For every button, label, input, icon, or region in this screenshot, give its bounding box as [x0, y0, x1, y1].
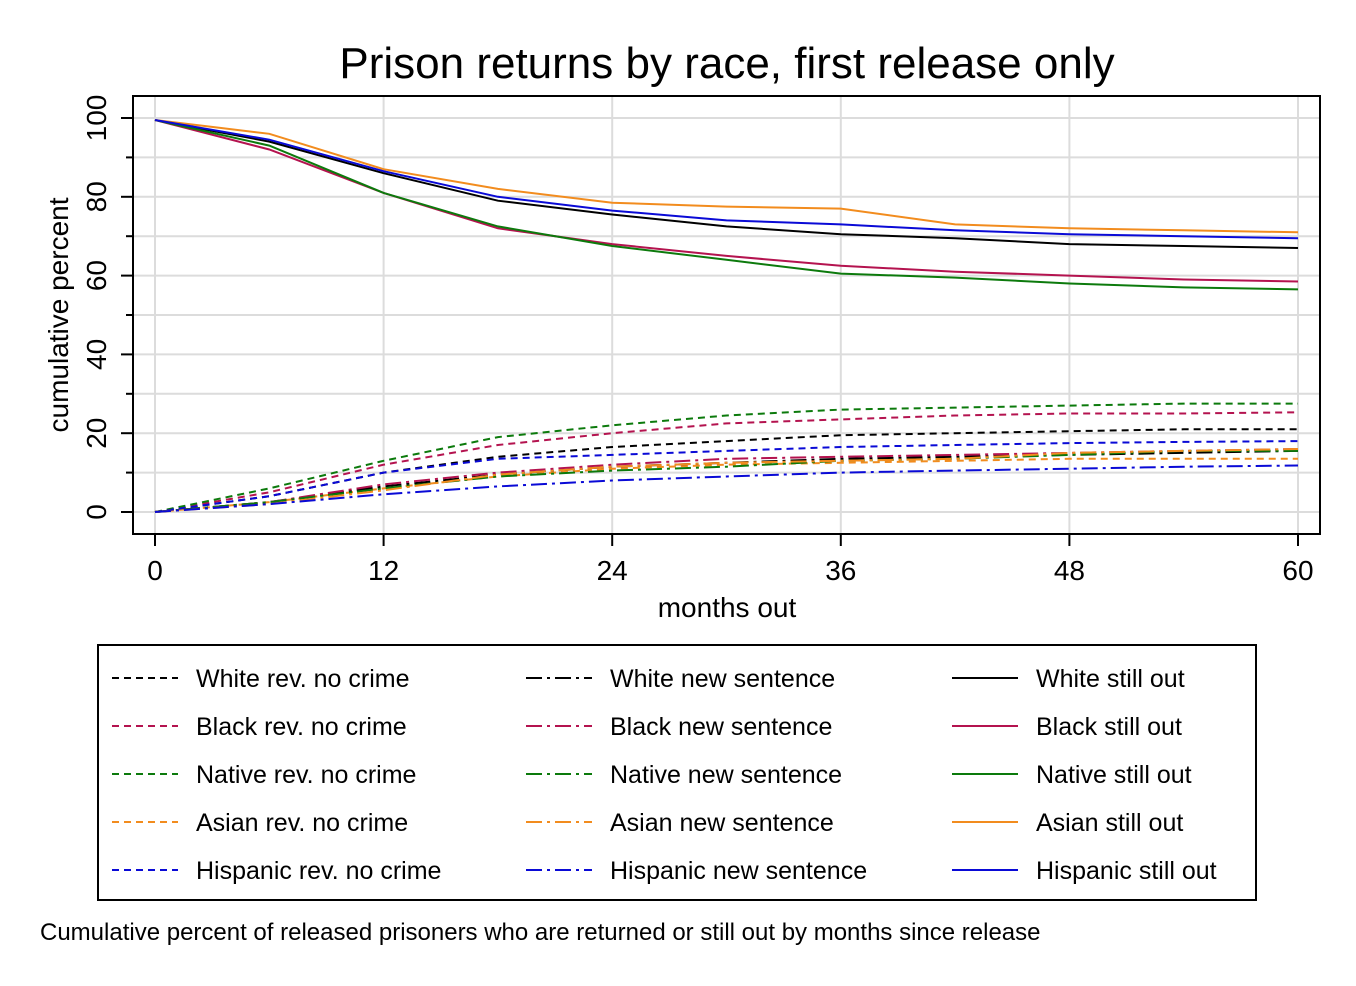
legend-label: Black still out [1036, 713, 1182, 741]
series-line [154, 448, 1299, 513]
legend-box [97, 644, 1257, 901]
legend-label: White rev. no crime [196, 665, 409, 693]
axes: 0 20 40 60 80 100 0 12 24 36 48 60 [81, 95, 1314, 586]
series-line [154, 402, 1298, 513]
legend-label: Hispanic rev. no crime [196, 857, 441, 885]
x-tick-label: 60 [1282, 555, 1313, 586]
y-tick-label: 0 [81, 504, 112, 520]
legend-label: Asian rev. no crime [196, 809, 408, 837]
y-tick-label: 100 [81, 95, 112, 142]
legend-label: White new sentence [610, 665, 835, 693]
x-tick-label: 12 [368, 555, 399, 586]
legend-label: Black new sentence [610, 713, 832, 741]
chart-title: Prison returns by race, first release on… [339, 39, 1114, 88]
series-line [154, 448, 1299, 513]
x-axis-label: months out [658, 592, 797, 623]
chart-note: Cumulative percent of released prisoners… [40, 919, 1041, 946]
series-line [154, 457, 1298, 513]
series-line [154, 119, 1299, 283]
series-line [154, 119, 1299, 249]
y-tick-label: 20 [81, 418, 112, 449]
legend-label: Native rev. no crime [196, 761, 416, 789]
series-line [154, 119, 1299, 291]
legend-label: Native still out [1036, 761, 1192, 789]
series-line [154, 119, 1299, 234]
series-line [154, 119, 1299, 240]
x-tick-label: 48 [1054, 555, 1085, 586]
series-lines [154, 119, 1299, 513]
y-tick-label: 60 [81, 260, 112, 291]
legend-label: Asian still out [1036, 809, 1183, 837]
y-axis-label: cumulative percent [43, 197, 74, 432]
legend-label: Hispanic still out [1036, 857, 1217, 885]
legend-label: Black rev. no crime [196, 713, 407, 741]
y-tick-label: 40 [81, 339, 112, 370]
legend: White rev. no crime Black rev. no crime Na… [112, 665, 1217, 885]
x-tick-label: 36 [825, 555, 856, 586]
legend-label: Hispanic new sentence [610, 857, 867, 885]
gridlines [133, 96, 1320, 534]
x-tick-label: 24 [597, 555, 628, 586]
legend-label: Asian new sentence [610, 809, 834, 837]
legend-label: Native new sentence [610, 761, 842, 789]
series-line [154, 411, 1299, 513]
series-line [154, 449, 1298, 513]
series-line [154, 464, 1299, 513]
y-tick-label: 80 [81, 181, 112, 212]
series-line [154, 440, 1299, 513]
legend-label: White still out [1036, 665, 1185, 693]
x-tick-label: 0 [147, 555, 163, 586]
